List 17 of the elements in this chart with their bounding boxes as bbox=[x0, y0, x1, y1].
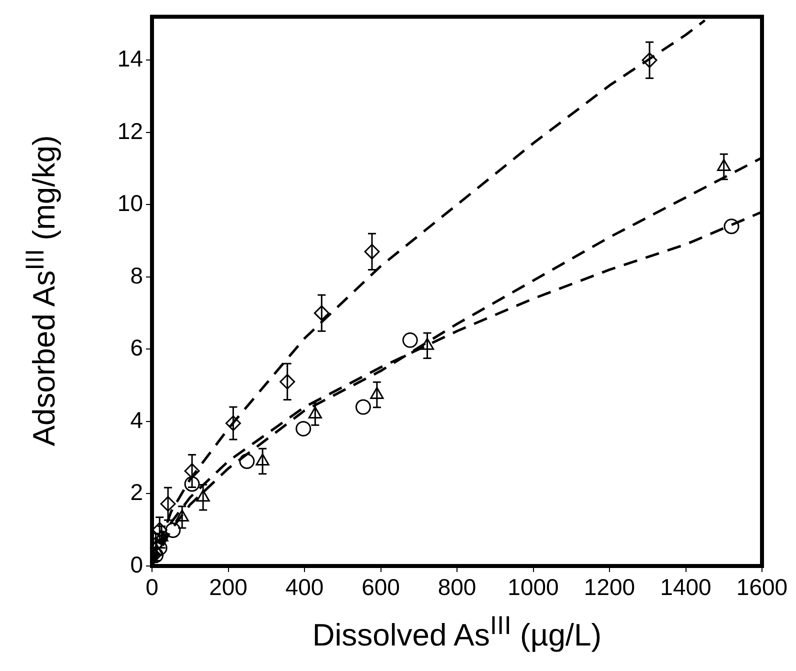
y-tick-label: 14 bbox=[117, 46, 144, 72]
x-tick-label: 1000 bbox=[508, 574, 559, 600]
x-axis-title: Dissolved As$^{III}$ (µg/L) bbox=[311, 612, 603, 654]
x-tick-label: 1600 bbox=[736, 574, 788, 600]
y-tick-label: 0 bbox=[130, 551, 143, 578]
x-tick-label: 200 bbox=[209, 574, 248, 600]
x-tick-label: 800 bbox=[438, 574, 476, 600]
y-tick-label: 12 bbox=[117, 118, 143, 144]
y-tick-label: 6 bbox=[130, 334, 143, 361]
x-tick-label: 1400 bbox=[660, 574, 712, 600]
x-tick-label: 1200 bbox=[584, 574, 636, 600]
x-tick-label: 400 bbox=[285, 574, 324, 600]
x-tick-label: 600 bbox=[362, 574, 400, 600]
y-tick-label: 10 bbox=[117, 190, 143, 216]
y-tick-label: 8 bbox=[130, 262, 143, 288]
y-tick-label: 2 bbox=[130, 479, 143, 506]
y-tick-label: 4 bbox=[130, 406, 144, 433]
